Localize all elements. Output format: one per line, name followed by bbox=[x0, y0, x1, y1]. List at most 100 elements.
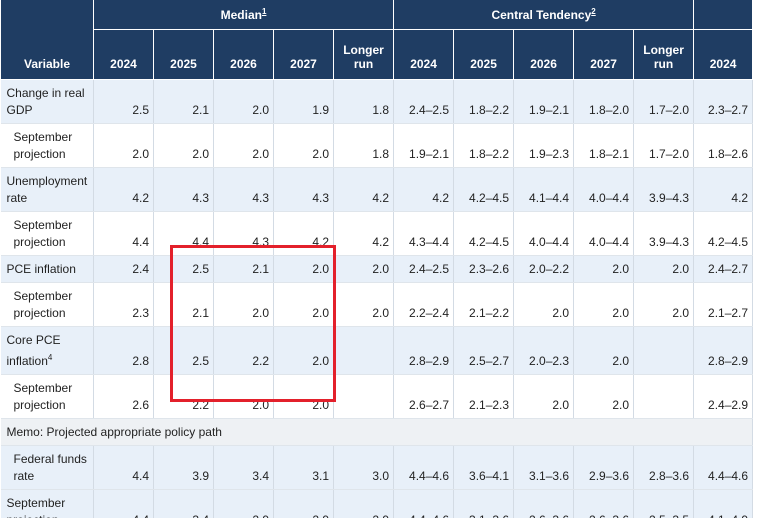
value-cell: 4.0–4.4 bbox=[573, 211, 635, 256]
value-cell: 2.3 bbox=[93, 282, 154, 327]
value-cell: 2.0 bbox=[213, 123, 274, 168]
value-cell: 2.6–2.7 bbox=[393, 374, 455, 419]
value-cell: 4.3 bbox=[273, 167, 334, 212]
value-cell: 4.4 bbox=[93, 489, 154, 518]
value-cell: 4.3 bbox=[213, 211, 274, 256]
value-cell: 2.0 bbox=[633, 255, 695, 283]
value-cell: 2.8–2.9 bbox=[393, 326, 455, 375]
value-cell: 2.0 bbox=[513, 374, 575, 419]
value-cell: 2.5–2.7 bbox=[453, 326, 515, 375]
value-cell: 4.2–4.5 bbox=[453, 211, 515, 256]
row-label: September projection bbox=[0, 211, 94, 256]
value-cell: 2.3–2.7 bbox=[693, 79, 754, 124]
value-cell: 1.8 bbox=[333, 123, 395, 168]
value-cell: 2.4–2.7 bbox=[693, 255, 754, 283]
value-cell: 4.4 bbox=[93, 445, 154, 490]
column-header: 2024 bbox=[93, 29, 154, 80]
row-label-text: PCE inflation bbox=[6, 262, 76, 276]
value-cell: 2.0 bbox=[273, 374, 334, 419]
value-cell: 2.0 bbox=[213, 282, 274, 327]
value-cell: 2.0 bbox=[213, 374, 274, 419]
row-label-text: Federal funds rate bbox=[13, 452, 87, 483]
value-cell: 2.4–2.5 bbox=[393, 79, 455, 124]
column-header: Variable bbox=[0, 0, 94, 80]
value-cell: 2.0 bbox=[513, 282, 575, 327]
row-label: Core PCE inflation4 bbox=[0, 326, 94, 375]
value-cell: 2.5 bbox=[153, 326, 214, 375]
table-row: Unemployment rate 4.2 4.3 4.3 4.3 4.2 4.2 4.2–4… bbox=[0, 167, 754, 212]
value-cell: 4.3–4.4 bbox=[393, 211, 455, 256]
value-cell: 4.0–4.4 bbox=[513, 211, 575, 256]
value-cell: 4.1–4.4 bbox=[513, 167, 575, 212]
column-header: 2025 bbox=[153, 29, 214, 80]
value-cell: 2.0 bbox=[633, 282, 695, 327]
value-cell: 2.1 bbox=[153, 79, 214, 124]
table-row: September projection 2.6 2.2 2.0 2.0 2.6–2.7 2… bbox=[0, 374, 754, 419]
value-cell: 2.9 bbox=[213, 489, 274, 518]
value-cell: 3.1 bbox=[273, 445, 334, 490]
value-cell: 1.8–2.6 bbox=[693, 123, 754, 168]
table-row: September projection 2.0 2.0 2.0 2.0 1.8 1.9–2… bbox=[0, 123, 754, 168]
value-cell: 4.2 bbox=[333, 211, 395, 256]
column-header: 2026 bbox=[513, 29, 575, 80]
row-label-text: September projection bbox=[13, 218, 73, 249]
value-cell: 2.6–3.6 bbox=[573, 489, 635, 518]
row-label: September projection bbox=[0, 282, 94, 327]
value-cell: 2.8–2.9 bbox=[693, 326, 754, 375]
value-cell: 1.8–2.1 bbox=[573, 123, 635, 168]
value-cell: 2.0 bbox=[333, 255, 395, 283]
value-cell: 3.0 bbox=[333, 445, 395, 490]
footnote-mark: 2 bbox=[591, 7, 596, 16]
value-cell: 2.0–2.2 bbox=[513, 255, 575, 283]
value-cell: 3.1–3.6 bbox=[513, 445, 575, 490]
value-cell: 2.0–2.3 bbox=[513, 326, 575, 375]
column-header: 2027 bbox=[573, 29, 635, 80]
row-label: Change in real GDP bbox=[0, 79, 94, 124]
value-cell: 2.2–2.4 bbox=[393, 282, 455, 327]
value-cell: 2.4–2.9 bbox=[693, 374, 754, 419]
value-cell: 2.5 bbox=[153, 255, 214, 283]
value-cell: 4.2 bbox=[393, 167, 455, 212]
value-cell: 2.0 bbox=[573, 326, 635, 375]
value-cell: 2.4–2.5 bbox=[393, 255, 455, 283]
table-row: September projection4.43.42.92.92.94.4–4… bbox=[0, 489, 754, 518]
table-row: Core PCE inflation4 2.8 2.5 2.2 2.0 2.8–2.9 2.… bbox=[0, 326, 754, 375]
value-cell: 4.4 bbox=[93, 211, 154, 256]
table-row: September projection 4.4 4.4 4.3 4.2 4.2 4.3–4… bbox=[0, 211, 754, 256]
group-label: Central Tendency bbox=[491, 8, 592, 22]
value-cell: 2.0 bbox=[93, 123, 154, 168]
footnote-mark: 4 bbox=[47, 353, 53, 362]
value-cell: 2.6–3.6 bbox=[513, 489, 575, 518]
row-label-text: Change in real GDP bbox=[6, 86, 85, 117]
memo-row: Memo: Projected appropriate policy path bbox=[0, 418, 754, 446]
value-cell: 1.8–2.2 bbox=[453, 79, 515, 124]
value-cell: 4.4–4.6 bbox=[693, 445, 754, 490]
value-cell: 4.0–4.4 bbox=[573, 167, 635, 212]
value-cell: 2.2 bbox=[153, 374, 214, 419]
group-header bbox=[693, 0, 754, 30]
footnote-mark: 1 bbox=[261, 7, 267, 16]
value-cell: 3.6–4.1 bbox=[453, 445, 515, 490]
row-label: September projection bbox=[0, 489, 94, 518]
value-cell: 1.7–2.0 bbox=[633, 79, 695, 124]
value-cell: 2.0 bbox=[573, 255, 635, 283]
value-cell: 4.2 bbox=[333, 167, 395, 212]
highlight-box bbox=[170, 245, 336, 402]
value-cell: 2.3–2.6 bbox=[453, 255, 515, 283]
row-label-text: September projection bbox=[13, 289, 73, 320]
memo-cell: Memo: Projected appropriate policy path bbox=[0, 418, 754, 446]
value-cell: 2.1 bbox=[213, 255, 274, 283]
value-cell: 2.9 bbox=[273, 489, 334, 518]
value-cell: 4.1–4.9 bbox=[693, 489, 754, 518]
value-cell: 2.0 bbox=[213, 79, 274, 124]
column-header: 2024 bbox=[693, 29, 754, 80]
value-cell: 2.1–2.2 bbox=[453, 282, 515, 327]
column-header: Longer run bbox=[633, 29, 695, 80]
row-label-text: Core PCE inflation bbox=[6, 333, 61, 368]
value-cell: 2.1–2.7 bbox=[693, 282, 754, 327]
column-header: 2025 bbox=[453, 29, 515, 80]
table-row: September projection 2.3 2.1 2.0 2.0 2.0 2.2–2… bbox=[0, 282, 754, 327]
value-cell: 2.0 bbox=[153, 123, 214, 168]
